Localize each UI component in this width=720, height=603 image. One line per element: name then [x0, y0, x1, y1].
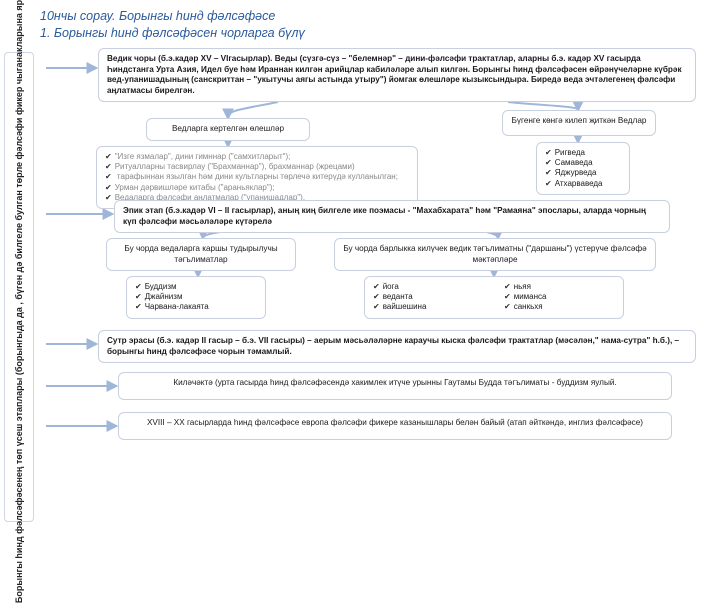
box-list-antivedic: БуддизмДжайнизмЧарвана-лакаята [126, 276, 266, 319]
list-item: ньяя [504, 282, 615, 292]
list-item: йога [373, 282, 484, 292]
sidebar-label: Борынгы һинд фәлсәфәсенең төп үсеш этапл… [14, 0, 24, 603]
list-item: миманса [504, 292, 615, 302]
box-future: Киләчәктә (урта гасырда һинд фәлсәфәсенд… [118, 372, 672, 400]
box-sutra-era: Сутр эрасы (б.э. кадәр II гасыр – б.э. V… [98, 330, 696, 363]
page-title-line2: 1. Борынгы һинд фәлсәфәсен чорларга бүлү [40, 25, 305, 42]
page-title-line1: 10нчы сорау. Борынгы һинд фәлсәфәсе [40, 8, 305, 25]
box-vedic-schools: Бу чорда барлыкка килүчек ведик тәгълима… [334, 238, 656, 271]
list-item: Урман дәрвишләре китабы ("араньяклар"); [105, 183, 409, 193]
list-item: Ригведа [545, 148, 621, 158]
box-xviii: XVIII – XX гасырларда һинд фәлсәфәсе евр… [118, 412, 672, 440]
list-item: Джайнизм [135, 292, 257, 302]
list-item: "Изге язмалар", дини гимннар ("самхитлар… [105, 152, 409, 162]
box-epic-era: Эпик этап (б.э.кадәр VI – II гасырлар), … [114, 200, 670, 233]
list-item: санкьхя [504, 302, 615, 312]
box-vedic-era: Ведик чоры (б.э.кадәр XV – VIгасырлар). … [98, 48, 696, 102]
list-item: тарафыннан язылган һәм дини культларны т… [105, 172, 409, 182]
list-item: Яджурведа [545, 168, 621, 178]
list-item: веданта [373, 292, 484, 302]
list-item: Буддизм [135, 282, 257, 292]
box-list-darshanas: йогаведантавайшешина ньяямимансасанкьхя [364, 276, 624, 319]
list-item: Самаведа [545, 158, 621, 168]
list-item: Ритуалларны тасвирлау ("Брахманнар"), бр… [105, 162, 409, 172]
list-item: Чарвана-лакаята [135, 302, 257, 312]
box-anti-vedic: Бу чорда ведаларга каршы тудырылучы тәгъ… [106, 238, 296, 271]
box-ved-parts: Ведларга кертелгән өлешләр [146, 118, 310, 141]
box-vedas-today: Бүгенге көнгә килеп җиткән Ведлар [502, 110, 656, 136]
list-item: Атхарваведа [545, 179, 621, 189]
box-four-vedas: РигведаСамаведаЯджурведаАтхарваведа [536, 142, 630, 195]
sidebar-box: Борынгы һинд фәлсәфәсенең төп үсеш этапл… [4, 52, 34, 522]
list-item: вайшешина [373, 302, 484, 312]
